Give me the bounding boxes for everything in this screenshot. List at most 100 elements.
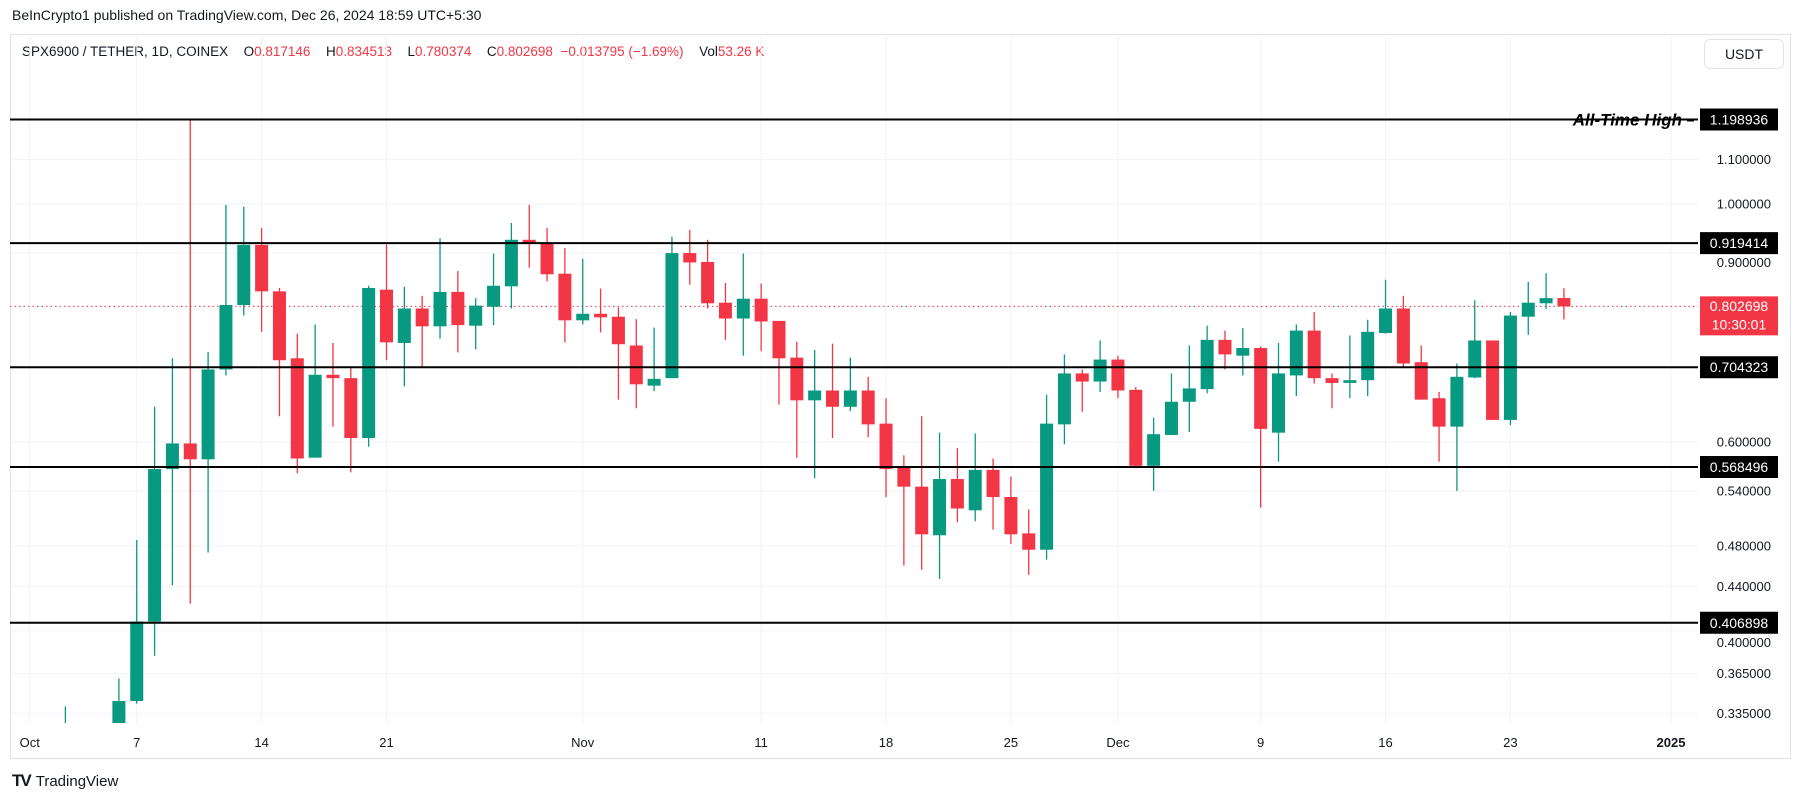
time-tick-label: 23 <box>1503 735 1517 750</box>
candle <box>1218 330 1232 370</box>
candle <box>1075 369 1089 412</box>
symbol-legend: SPX6900 / TETHER, 1D, COINEX O0.817146 H… <box>22 44 764 59</box>
time-tick-label: Dec <box>1106 735 1130 750</box>
candle-body <box>1557 298 1571 307</box>
price-tick-label: 0.400000 <box>1717 635 1771 650</box>
open-key: O <box>243 44 255 59</box>
level-price-label: 0.406898 <box>1710 615 1769 631</box>
candle <box>1539 273 1553 310</box>
time-tick-label: 18 <box>879 735 893 750</box>
candle <box>433 238 447 339</box>
candle-body <box>1325 378 1339 383</box>
candle <box>861 376 875 438</box>
candle <box>701 239 715 309</box>
candle <box>380 244 393 361</box>
candle <box>290 333 304 474</box>
high-value: 0.834513 <box>335 44 392 59</box>
candle <box>1521 281 1535 335</box>
candle <box>1057 354 1071 445</box>
candle-body <box>558 273 572 321</box>
candle-body <box>1218 339 1232 355</box>
candle-body <box>308 374 322 458</box>
time-tick-label: 14 <box>254 735 268 750</box>
candle-body <box>165 443 179 470</box>
brand-name: TradingView <box>35 772 119 790</box>
candle-body <box>915 486 929 535</box>
candle <box>986 458 1000 530</box>
candle <box>915 416 929 570</box>
candle <box>611 307 625 400</box>
candle <box>1307 312 1321 384</box>
price-axis[interactable]: 1.100000 1.000000 0.900000 0.600000 0.540000… <box>1717 152 1771 721</box>
low-key: L <box>407 44 416 59</box>
candle-body <box>397 308 411 343</box>
candle <box>558 247 572 343</box>
candle <box>344 366 358 473</box>
candle-body <box>968 469 982 511</box>
candle-body <box>1414 362 1428 400</box>
candle-body <box>201 369 215 460</box>
candle <box>451 271 465 353</box>
candle <box>487 253 501 326</box>
candle <box>1432 391 1446 462</box>
tradingview-branding[interactable]: TV TradingView <box>12 771 118 791</box>
candle <box>754 283 768 352</box>
candle-body <box>130 621 144 701</box>
candle-body <box>255 244 269 292</box>
time-tick-label: Oct <box>20 735 41 750</box>
high-key: H <box>325 44 336 59</box>
candle-body <box>504 239 518 287</box>
candle <box>1022 509 1036 575</box>
candle <box>950 448 964 523</box>
candle-body <box>1521 302 1535 317</box>
candle <box>1182 345 1196 432</box>
tradingview-logo-icon: TV <box>12 771 32 790</box>
candle <box>1289 324 1303 397</box>
candle-body <box>469 305 483 326</box>
time-tick-label: 11 <box>754 735 768 750</box>
candle-body <box>1343 380 1357 383</box>
bar-countdown: 10:30:01 <box>1712 316 1767 332</box>
candle <box>219 204 233 376</box>
candle-body <box>451 291 465 326</box>
candle <box>112 678 126 723</box>
level-price-label: 0.704323 <box>1710 359 1769 375</box>
candle-body <box>986 469 1000 498</box>
candle-body <box>1022 533 1036 550</box>
current-price-label: 0.802698 10:30:01 <box>1700 296 1778 336</box>
level-price-label: 0.919414 <box>1710 235 1769 251</box>
candle <box>469 298 483 350</box>
time-tick-label: 25 <box>1004 735 1018 750</box>
candle-body <box>1272 373 1285 433</box>
candles <box>64 119 1571 723</box>
candle-body <box>415 308 429 327</box>
time-axis[interactable]: Oct 7 14 21 Nov 11 18 25 Dec 9 16 23 2025 <box>20 735 1686 750</box>
currency-button[interactable]: USDT <box>1704 39 1784 69</box>
candle <box>790 341 804 458</box>
candle-body <box>1432 398 1446 427</box>
candle <box>308 324 322 458</box>
candle-body <box>344 378 358 439</box>
candle <box>1450 363 1464 491</box>
candle-body <box>1450 376 1464 427</box>
candle <box>933 432 947 579</box>
candle-body <box>1129 389 1143 466</box>
candle-body <box>826 390 839 407</box>
candle <box>1486 340 1500 420</box>
candle <box>148 406 162 656</box>
candle <box>272 287 286 417</box>
candle <box>736 253 750 356</box>
level-price-label: 0.568496 <box>1710 459 1769 475</box>
level-price-box <box>1700 456 1778 479</box>
time-tick-label: 7 <box>133 735 140 750</box>
candle-body <box>1289 330 1303 376</box>
level-price-box <box>1700 108 1778 131</box>
candle <box>415 295 429 367</box>
candle-body <box>647 378 661 386</box>
time-tick-label: 2025 <box>1657 735 1686 750</box>
candle-body <box>594 313 608 318</box>
price-tick-label: 0.480000 <box>1717 538 1771 553</box>
level-price-label: 1.198936 <box>1710 112 1769 128</box>
symbol-name[interactable]: SPX6900 / TETHER, 1D, COINEX <box>22 44 229 59</box>
